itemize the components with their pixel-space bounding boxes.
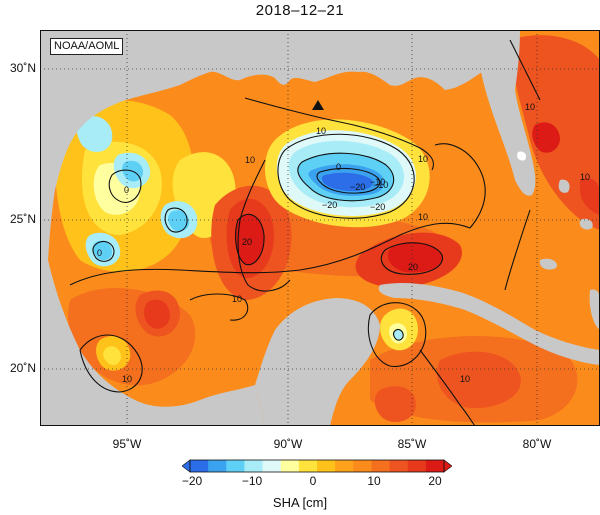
land-east-edge: [589, 289, 600, 330]
contour-label-n20-2: −20: [322, 200, 337, 210]
contour-lines: [69, 39, 541, 426]
y-tick-25n: 25˚N: [9, 212, 36, 226]
colorbar-cell: [262, 460, 282, 472]
cyan-eddy-nw: [76, 116, 113, 152]
colorbar-cell: [190, 460, 209, 472]
map-title: 2018–12–21: [255, 2, 345, 19]
warm-eddy-west-core: [235, 214, 265, 265]
cyan-eddy-w2-core: [168, 210, 190, 232]
colorbar-cell: [226, 460, 245, 472]
colorbar-cell: [298, 460, 318, 472]
contour-label-20-west: 20: [242, 237, 252, 247]
colorbar-tick-n20: −20: [181, 474, 203, 488]
y-tick-30n: 30˚N: [9, 61, 36, 75]
colorbar-cell: [425, 460, 445, 472]
colorbar-label: SHA [cm]: [272, 495, 328, 510]
graticule: [40, 30, 600, 426]
atlantic-red-core: [532, 122, 560, 153]
x-tick-80w: 80˚W: [522, 437, 552, 451]
colorbar-tick-20: 20: [428, 474, 442, 488]
contour-10-southeast: [419, 349, 476, 426]
contour-10-east: [434, 143, 486, 229]
contour-label-10-west: 10: [245, 155, 255, 165]
colorbar-tick-n10: −10: [241, 474, 263, 488]
colorbar-cell: [335, 460, 354, 472]
colorbar-cell: [280, 460, 300, 472]
colorbar-cell: [389, 460, 409, 472]
colorbar-right-arrow: [443, 459, 452, 473]
land-bahamas-1: [558, 179, 570, 193]
contour-label-10-band: 10: [232, 294, 242, 304]
contour-10-south: [189, 293, 249, 321]
warm-eddy-south-core: [387, 242, 443, 273]
contour-label-n20: −20: [370, 202, 385, 212]
land-bahamas-2: [579, 218, 593, 230]
credit-label: NOAA/AOML: [50, 38, 124, 55]
red-eddy-mexico-core: [144, 299, 170, 329]
contour-0-cold: [277, 133, 415, 219]
colorbar-left-arrow: [182, 459, 191, 473]
cyan-eddy-w3-core: [93, 240, 113, 261]
contour-label-n20-3: −20: [350, 182, 365, 192]
contour-10-band: [69, 222, 471, 286]
contour-label-10-ne: 10: [525, 102, 535, 112]
contour-n10-cold: [297, 152, 395, 202]
triangle-marker: [312, 100, 324, 110]
colorbar-cell: [208, 460, 227, 472]
contour-label-n10-2: −10: [373, 180, 388, 190]
yellow-eddy-sw-core: [103, 346, 122, 366]
x-tick-90w: 90˚W: [273, 437, 303, 451]
land-yucatan: [255, 298, 380, 426]
contour-label-10-east: 10: [418, 154, 428, 164]
y-tick-20n: 20˚N: [9, 361, 36, 375]
contour-label-10-north: 10: [316, 126, 326, 136]
contour-label-10-cold: 10: [418, 212, 428, 222]
contour-10-yucatan-ring: [367, 302, 427, 368]
contour-label-20-south: 20: [408, 262, 418, 272]
land-mexico-west: [40, 260, 265, 426]
colorbar-cell: [244, 460, 263, 472]
contour-20-warm-south: [380, 242, 443, 275]
contour-0-west-2: [92, 240, 115, 262]
contour-10-east-atl: [504, 209, 531, 291]
land-us-gulf-coast: [40, 30, 510, 260]
contour-label-0-cold: 0: [336, 162, 341, 172]
contour-0-west-3: [164, 207, 188, 233]
red-eddy-south: [374, 386, 416, 423]
land-bahamas-3: [539, 258, 557, 270]
contour-label-n10: −10: [370, 177, 385, 187]
atlantic-red-core2: [580, 178, 600, 215]
x-tick-95w: 95˚W: [112, 437, 142, 451]
land-cuba: [378, 282, 600, 365]
contour-label-0-w3: 0: [97, 248, 102, 258]
contour-yuc-small: [393, 328, 404, 341]
contour-n20-cold: [316, 167, 381, 194]
contour-label-10-atl: 10: [580, 172, 590, 182]
colorbar-tick-0: 0: [309, 474, 317, 488]
contour-label-10-se: 10: [460, 374, 470, 384]
contour-label-0-west: 0: [124, 185, 129, 195]
colorbar-tick-10: 10: [367, 474, 381, 488]
sea-height-map: 10 0 10 −10 −20 0 10 −20 10 20 20 0 −10 …: [40, 30, 600, 426]
colorbar: [182, 459, 452, 473]
contour-10-sw: [79, 334, 143, 393]
colorbar-cell: [407, 460, 427, 472]
x-tick-85w: 85˚W: [397, 437, 427, 451]
colorbar-cell: [353, 460, 372, 472]
cold-eddy-core: [321, 172, 373, 191]
contour-10-north: [244, 97, 435, 171]
colorbar-cell: [371, 460, 390, 472]
white-island: [517, 151, 527, 161]
red-eddy-southeast: [436, 351, 521, 409]
contour-10-wrap: [237, 159, 291, 292]
contour-20-warm-west: [235, 213, 265, 266]
cyan-dot-yucatan: [393, 329, 404, 341]
colorbar-cell: [317, 460, 336, 472]
